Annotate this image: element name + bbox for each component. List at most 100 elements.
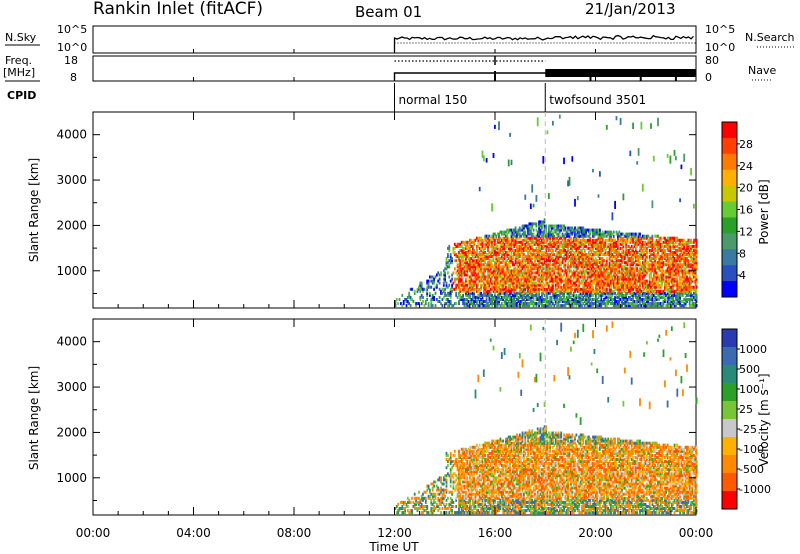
echo bbox=[517, 271, 520, 275]
echo bbox=[487, 281, 489, 285]
echo bbox=[422, 287, 424, 291]
echo bbox=[625, 304, 628, 308]
echo bbox=[617, 234, 619, 238]
echo bbox=[550, 304, 553, 308]
echo bbox=[489, 263, 492, 267]
echo bbox=[590, 300, 593, 303]
echo bbox=[570, 257, 572, 261]
echo bbox=[644, 257, 647, 261]
echo bbox=[597, 295, 600, 299]
echo bbox=[538, 230, 540, 234]
echo bbox=[557, 234, 560, 238]
echo bbox=[665, 240, 668, 244]
echo bbox=[506, 255, 509, 259]
echo bbox=[687, 298, 690, 301]
echo bbox=[636, 273, 639, 277]
echo bbox=[484, 261, 487, 265]
echo bbox=[525, 283, 528, 287]
echo bbox=[563, 249, 565, 252]
echo bbox=[442, 281, 445, 285]
echo bbox=[462, 302, 464, 306]
echo bbox=[571, 287, 574, 291]
echo bbox=[632, 253, 634, 257]
echo bbox=[612, 230, 615, 234]
echo bbox=[543, 255, 546, 259]
echo bbox=[518, 240, 521, 244]
echo bbox=[637, 251, 640, 254]
echo bbox=[664, 279, 666, 283]
echo bbox=[500, 271, 503, 275]
echo bbox=[460, 295, 463, 299]
echo bbox=[528, 259, 531, 263]
echo bbox=[541, 287, 543, 291]
echo bbox=[568, 234, 571, 238]
echo bbox=[532, 293, 535, 297]
echo bbox=[545, 281, 547, 285]
echo bbox=[465, 277, 467, 281]
echo bbox=[589, 304, 592, 308]
echo bbox=[502, 267, 505, 271]
echo bbox=[556, 251, 558, 254]
echo bbox=[455, 255, 458, 259]
echo bbox=[564, 285, 567, 289]
echo bbox=[512, 234, 514, 238]
echo bbox=[430, 279, 433, 283]
echo bbox=[565, 273, 568, 277]
echo bbox=[686, 249, 688, 252]
echo bbox=[545, 304, 547, 308]
echo bbox=[626, 249, 629, 252]
echo bbox=[581, 265, 583, 269]
echo bbox=[518, 281, 521, 285]
echo bbox=[516, 271, 518, 275]
echo bbox=[610, 271, 612, 275]
echo bbox=[576, 302, 579, 306]
echo bbox=[651, 300, 654, 303]
echo bbox=[597, 242, 600, 246]
echo bbox=[665, 255, 668, 259]
echo bbox=[567, 226, 569, 230]
echo bbox=[458, 253, 460, 257]
echo bbox=[510, 279, 513, 283]
echo bbox=[529, 259, 532, 263]
echo bbox=[567, 257, 569, 261]
echo bbox=[600, 234, 603, 238]
echo bbox=[690, 295, 692, 299]
echo bbox=[561, 224, 564, 228]
echo bbox=[554, 279, 557, 283]
echo bbox=[681, 265, 684, 269]
echo bbox=[427, 279, 430, 283]
echo bbox=[688, 271, 691, 275]
echo bbox=[471, 293, 474, 297]
echo bbox=[477, 289, 480, 293]
echo bbox=[628, 269, 630, 273]
echo bbox=[514, 277, 517, 281]
echo bbox=[485, 238, 488, 242]
echo bbox=[651, 283, 654, 287]
echo bbox=[434, 285, 437, 289]
echo bbox=[487, 279, 489, 283]
echo bbox=[599, 265, 601, 269]
echo bbox=[510, 283, 513, 287]
echo bbox=[473, 253, 476, 257]
echo bbox=[579, 255, 582, 259]
echo bbox=[572, 257, 575, 261]
echo bbox=[444, 291, 446, 295]
echo bbox=[611, 212, 614, 221]
echo bbox=[516, 275, 518, 279]
echo bbox=[560, 224, 563, 228]
echo bbox=[459, 242, 462, 246]
echo bbox=[481, 300, 484, 303]
echo bbox=[547, 253, 550, 257]
echo bbox=[521, 253, 524, 257]
echo bbox=[610, 298, 612, 301]
echo bbox=[684, 281, 687, 285]
echo bbox=[623, 302, 626, 306]
echo bbox=[549, 253, 552, 257]
echo bbox=[615, 295, 618, 299]
echo bbox=[683, 273, 686, 277]
echo bbox=[491, 251, 493, 254]
echo bbox=[514, 279, 517, 283]
echo bbox=[420, 283, 423, 287]
echo bbox=[473, 271, 476, 275]
echo bbox=[525, 234, 528, 238]
